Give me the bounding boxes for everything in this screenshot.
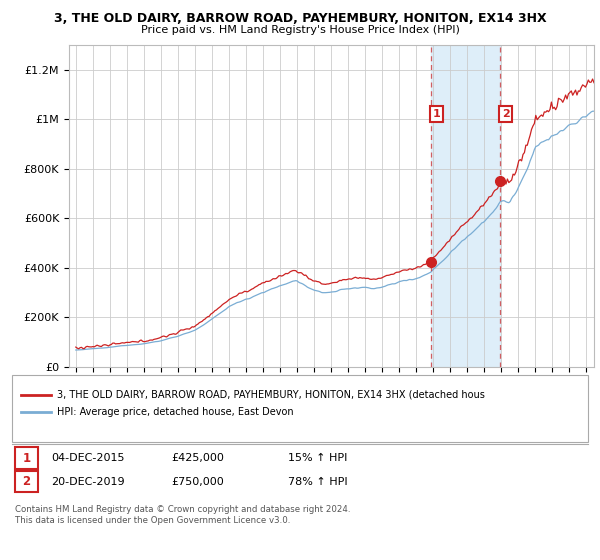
Text: 3, THE OLD DAIRY, BARROW ROAD, PAYHEMBURY, HONITON, EX14 3HX: 3, THE OLD DAIRY, BARROW ROAD, PAYHEMBUR…	[53, 12, 547, 25]
Bar	[431, 45, 500, 367]
Text: 2: 2	[22, 475, 31, 488]
Text: £750,000: £750,000	[171, 477, 224, 487]
Text: HPI: Average price, detached house, East Devon: HPI: Average price, detached house, East…	[57, 407, 293, 417]
Text: Price paid vs. HM Land Registry's House Price Index (HPI): Price paid vs. HM Land Registry's House …	[140, 25, 460, 35]
Text: £425,000: £425,000	[171, 453, 224, 463]
Text: 78% ↑ HPI: 78% ↑ HPI	[288, 477, 347, 487]
Text: 04-DEC-2015: 04-DEC-2015	[51, 453, 125, 463]
Text: 1: 1	[433, 109, 440, 119]
Text: 2: 2	[502, 109, 509, 119]
Text: 3, THE OLD DAIRY, BARROW ROAD, PAYHEMBURY, HONITON, EX14 3HX (detached hous: 3, THE OLD DAIRY, BARROW ROAD, PAYHEMBUR…	[57, 390, 485, 400]
Text: 15% ↑ HPI: 15% ↑ HPI	[288, 453, 347, 463]
Text: Contains HM Land Registry data © Crown copyright and database right 2024.
This d: Contains HM Land Registry data © Crown c…	[15, 505, 350, 525]
Text: 1: 1	[22, 451, 31, 465]
Text: 20-DEC-2019: 20-DEC-2019	[51, 477, 125, 487]
